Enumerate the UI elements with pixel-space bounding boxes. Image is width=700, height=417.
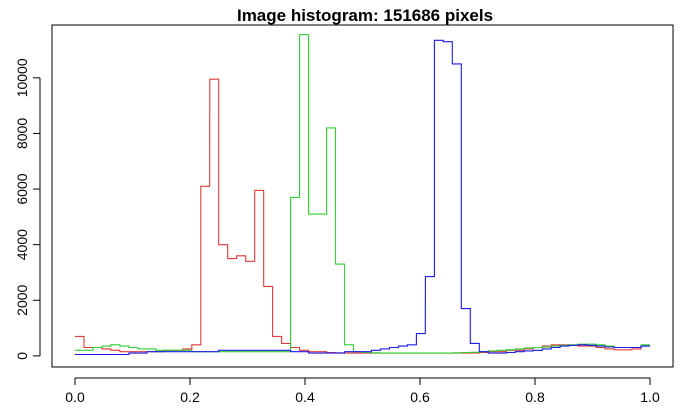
x-tick-label: 0.6 <box>410 389 430 405</box>
histogram-series-3 <box>75 39 650 356</box>
x-tick-label: 0.4 <box>295 389 315 405</box>
y-tick-label: 8000 <box>14 118 30 149</box>
y-tick-label: 2000 <box>14 284 30 315</box>
x-tick-label: 0.2 <box>180 389 200 405</box>
y-tick-label: 0 <box>14 352 30 360</box>
x-tick-label: 0.8 <box>525 389 545 405</box>
x-tick-label: 0.0 <box>65 389 85 405</box>
y-axis: 0 2000 4000 6000 8000 10000 <box>14 58 41 360</box>
y-tick-label: 6000 <box>14 173 30 204</box>
y-tick-label: 4000 <box>14 229 30 260</box>
plot-area <box>51 24 674 368</box>
chart-title: Image histogram: 151686 pixels <box>237 6 493 25</box>
series-layer <box>75 34 650 356</box>
y-tick-label: 10000 <box>14 58 30 97</box>
histogram-series-1 <box>75 78 650 354</box>
histogram-series-2 <box>75 34 650 354</box>
x-axis: 0.0 0.2 0.4 0.6 0.8 1.0 <box>65 377 660 405</box>
x-tick-label: 1.0 <box>640 389 660 405</box>
